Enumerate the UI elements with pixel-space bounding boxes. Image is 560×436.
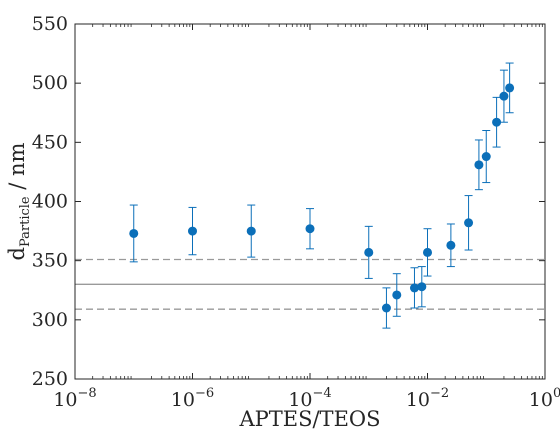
x-tick-label: 10−4 [288, 386, 331, 411]
plot-frame [74, 23, 546, 380]
y-tick-label: 250 [32, 368, 68, 390]
x-tick-label-base: 10 [53, 389, 77, 411]
y-axis-ticks: 250 300 350 400 450 500 550 [32, 13, 545, 390]
x-tick-label-base: 10 [406, 389, 430, 411]
x-tick-label: 10−2 [406, 386, 449, 411]
y-axis-title: dParticle / nm [5, 142, 33, 260]
data-point [305, 224, 315, 234]
data-point [129, 228, 139, 238]
error-bars [129, 62, 514, 329]
x-tick-label-exponent: −2 [430, 386, 449, 401]
data-point [505, 83, 515, 93]
y-axis-title-unit: / nm [5, 142, 29, 196]
data-point [364, 247, 374, 257]
x-tick-label-exponent: −4 [313, 386, 332, 401]
data-point [417, 282, 427, 292]
data-point [409, 283, 419, 293]
y-axis-title-main: d [5, 247, 29, 260]
x-axis-title: APTES/TEOS [238, 407, 380, 431]
data-point [492, 117, 502, 127]
x-tick-label-base: 10 [288, 389, 312, 411]
data-point [446, 240, 456, 250]
x-tick-label-base: 10 [529, 389, 553, 411]
x-minor-ticks [92, 24, 543, 379]
x-tick-label-exponent: −8 [78, 386, 97, 401]
data-point [423, 247, 432, 257]
y-tick-label: 400 [32, 191, 68, 213]
x-tick-label: 10−8 [53, 386, 96, 411]
x-tick-label-exponent: −6 [195, 386, 214, 401]
x-tick-label: 10−6 [171, 386, 214, 411]
data-point [188, 226, 197, 236]
y-tick-label: 300 [32, 309, 68, 331]
y-tick-label: 450 [32, 131, 68, 153]
y-tick-label: 550 [32, 13, 68, 35]
data-point [464, 218, 474, 228]
data-point [246, 226, 256, 236]
x-axis-ticks: 10−8 10−6 10−4 10−2 100 [53, 24, 560, 411]
x-tick-label-exponent: 0 [553, 386, 560, 401]
data-point [481, 152, 491, 162]
data-point [381, 303, 391, 313]
data-point [474, 160, 484, 170]
data-markers [129, 83, 515, 313]
x-tick-label-base: 10 [171, 389, 195, 411]
reference-lines [75, 258, 545, 310]
y-axis-title-subscript: Particle [18, 196, 33, 247]
y-tick-label: 500 [32, 72, 68, 94]
data-point [499, 91, 509, 101]
x-tick-label: 100 [529, 386, 560, 411]
data-point [392, 290, 402, 300]
y-tick-label: 350 [32, 250, 68, 272]
